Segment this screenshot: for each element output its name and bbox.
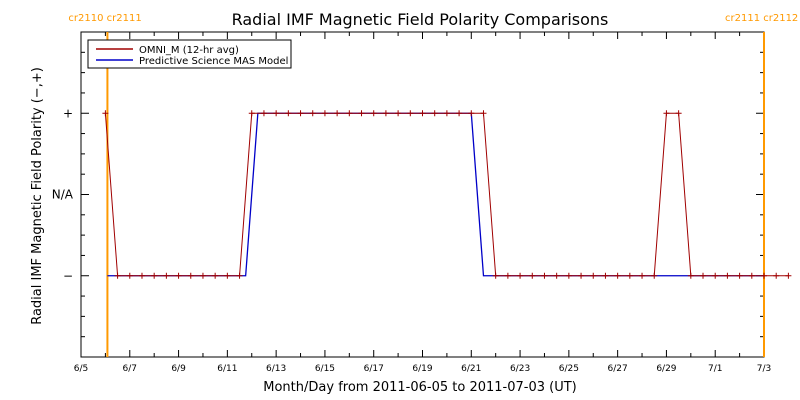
omni-data-point: [639, 272, 646, 279]
omni-data-point: [212, 272, 219, 279]
omni-data-point: [590, 272, 597, 279]
omni-data-point: [346, 110, 353, 117]
legend-box: [87, 39, 292, 69]
legend-label: Predictive Science MAS Model: [139, 56, 288, 67]
omni-data-point: [138, 272, 145, 279]
omni-data-point: [626, 272, 633, 279]
legend: OMNI_M (12-hr avg)Predictive Science MAS…: [87, 39, 292, 69]
y-axis-label: Radial IMF Magnetic Field Polarity (−,+): [30, 67, 45, 325]
omni-data-point: [260, 110, 267, 117]
model-series-line: [107, 112, 764, 277]
y-tick-label: +: [63, 106, 73, 120]
x-tick-label: 6/9: [171, 364, 186, 374]
omni-data-point: [236, 272, 243, 279]
omni-data-point: [199, 272, 206, 279]
x-tick-label: 6/19: [412, 364, 432, 374]
omni-data-point: [358, 110, 365, 117]
carrington-label: cr2111 cr2112: [725, 13, 798, 24]
x-tick-label: 6/5: [74, 364, 88, 374]
omni-data-point: [285, 110, 292, 117]
omni-data-point: [334, 110, 341, 117]
omni-data-point: [700, 272, 707, 279]
x-tick-label: 6/7: [123, 364, 137, 374]
carrington-label: cr2110 cr2111: [68, 13, 141, 24]
omni-data-point: [651, 272, 658, 279]
x-tick-label: 6/17: [364, 364, 384, 374]
omni-data-point: [309, 110, 316, 117]
omni-data-point: [492, 272, 499, 279]
x-tick-label: 7/1: [708, 364, 722, 374]
omni-data-point: [163, 272, 170, 279]
omni-data-point: [578, 272, 585, 279]
omni-data-point: [407, 110, 414, 117]
omni-data-point: [517, 272, 524, 279]
omni-data-point: [151, 272, 158, 279]
omni-data-point: [114, 272, 121, 279]
y-tick-label: N/A: [52, 188, 74, 202]
omni-data-point: [431, 110, 438, 117]
omni-data-point: [468, 110, 475, 117]
x-tick-label: 6/11: [217, 364, 237, 374]
omni-data-point: [248, 110, 255, 117]
omni-data-point: [175, 272, 182, 279]
x-tick-label: 6/13: [266, 364, 286, 374]
omni-data-point: [724, 272, 731, 279]
omni-data-point: [382, 110, 389, 117]
omni-data-point: [297, 110, 304, 117]
x-tick-label: 6/29: [656, 364, 676, 374]
omni-data-point: [541, 272, 548, 279]
omni-data-point: [614, 272, 621, 279]
omni-data-point: [224, 272, 231, 279]
x-tick-label: 6/25: [559, 364, 579, 374]
x-tick-label: 6/23: [510, 364, 530, 374]
x-tick-label: 6/27: [608, 364, 628, 374]
omni-data-point: [712, 272, 719, 279]
omni-data-point: [395, 110, 402, 117]
omni-data-point: [761, 272, 767, 279]
omni-data-point: [443, 110, 450, 117]
omni-data-point: [687, 272, 694, 279]
omni-data-point: [663, 110, 670, 117]
y-tick-label: −: [63, 269, 73, 283]
x-axis-label: Month/Day from 2011-06-05 to 2011-07-03 …: [263, 380, 576, 395]
omni-data-point: [565, 272, 572, 279]
omni-data-point: [773, 272, 780, 279]
omni-data-point: [456, 110, 463, 117]
omni-series-line: [104, 112, 789, 277]
omni-data-point: [675, 110, 682, 117]
omni-data-point: [748, 272, 755, 279]
omni-data-point: [370, 110, 377, 117]
omni-data-point: [504, 272, 511, 279]
x-tick-label: 7/3: [757, 364, 771, 374]
omni-data-point: [102, 110, 109, 117]
legend-label: OMNI_M (12-hr avg): [139, 45, 239, 56]
omni-data-point: [126, 272, 133, 279]
omni-data-point: [736, 272, 743, 279]
omni-data-point: [785, 272, 792, 279]
x-tick-label: 6/21: [461, 364, 481, 374]
chart-title: Radial IMF Magnetic Field Polarity Compa…: [232, 10, 609, 29]
omni-data-point: [480, 110, 487, 117]
omni-data-point: [553, 272, 560, 279]
omni-data-point: [529, 272, 536, 279]
plot-frame: [80, 31, 765, 358]
x-tick-label: 6/15: [315, 364, 335, 374]
omni-data-point: [187, 272, 194, 279]
omni-data-point: [273, 110, 280, 117]
omni-data-point: [419, 110, 426, 117]
omni-data-point: [602, 272, 609, 279]
omni-data-point: [321, 110, 328, 117]
